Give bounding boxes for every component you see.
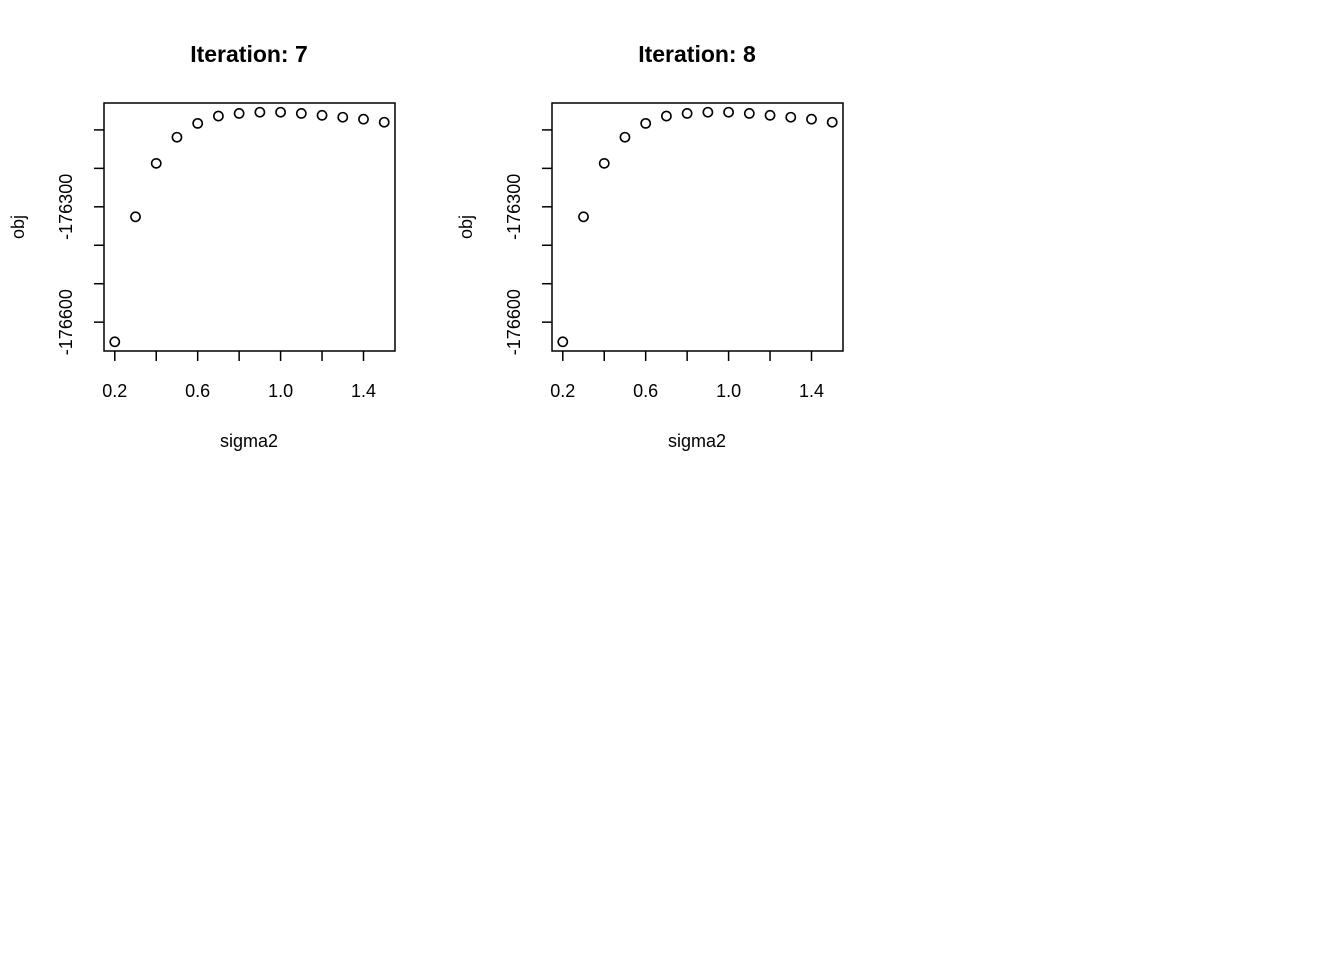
y-axis-label: obj <box>456 215 476 239</box>
data-point <box>619 131 631 143</box>
y-tick-label: -176300 <box>504 174 524 240</box>
data-point <box>358 113 369 125</box>
x-tick-label: 1.4 <box>351 381 376 401</box>
data-point <box>806 113 817 125</box>
data-point <box>337 111 349 123</box>
data-point <box>578 211 589 223</box>
data-point <box>785 111 797 123</box>
y-axis-label: obj <box>8 215 28 239</box>
plot-frame <box>103 102 396 352</box>
x-tick-label: 1.0 <box>268 381 293 401</box>
y-tick-label: -176600 <box>504 289 524 355</box>
plot-frame <box>551 102 844 352</box>
data-point <box>723 106 734 118</box>
data-point <box>702 106 714 118</box>
data-point <box>213 110 224 122</box>
x-axis-label: sigma2 <box>220 431 278 451</box>
data-point <box>764 109 776 121</box>
y-tick-label: -176300 <box>56 174 76 240</box>
data-point <box>130 211 141 223</box>
data-point <box>378 116 390 128</box>
data-point <box>275 106 286 118</box>
x-tick-label: 0.2 <box>550 381 575 401</box>
data-point <box>171 131 183 143</box>
x-tick-label: 1.4 <box>799 381 824 401</box>
data-point <box>150 157 162 169</box>
data-point <box>557 336 569 348</box>
x-tick-label: 0.6 <box>633 381 658 401</box>
x-tick-label: 0.2 <box>102 381 127 401</box>
data-point <box>681 107 693 119</box>
data-point <box>640 117 652 129</box>
data-point <box>109 336 121 348</box>
data-point <box>295 107 307 119</box>
chart-title: Iteration: 7 <box>190 41 308 67</box>
x-axis-label: sigma2 <box>668 431 726 451</box>
data-point <box>316 109 328 121</box>
data-point <box>192 117 204 129</box>
y-tick-label: -176600 <box>56 289 76 355</box>
chart-panel: Iteration: 8 0.2 0.6 1.0 1.4 -176600 -176300 si… <box>456 41 844 451</box>
x-tick-label: 1.0 <box>716 381 741 401</box>
data-point <box>233 107 245 119</box>
chart-title: Iteration: 8 <box>638 41 756 67</box>
data-point <box>598 157 610 169</box>
chart-panel: Iteration: 7 0.2 0.6 1.0 1.4 -176600 -176300 si… <box>8 41 396 451</box>
x-tick-label: 0.6 <box>185 381 210 401</box>
data-point <box>743 107 755 119</box>
data-point <box>254 106 266 118</box>
data-point <box>826 116 838 128</box>
data-point <box>661 110 672 122</box>
